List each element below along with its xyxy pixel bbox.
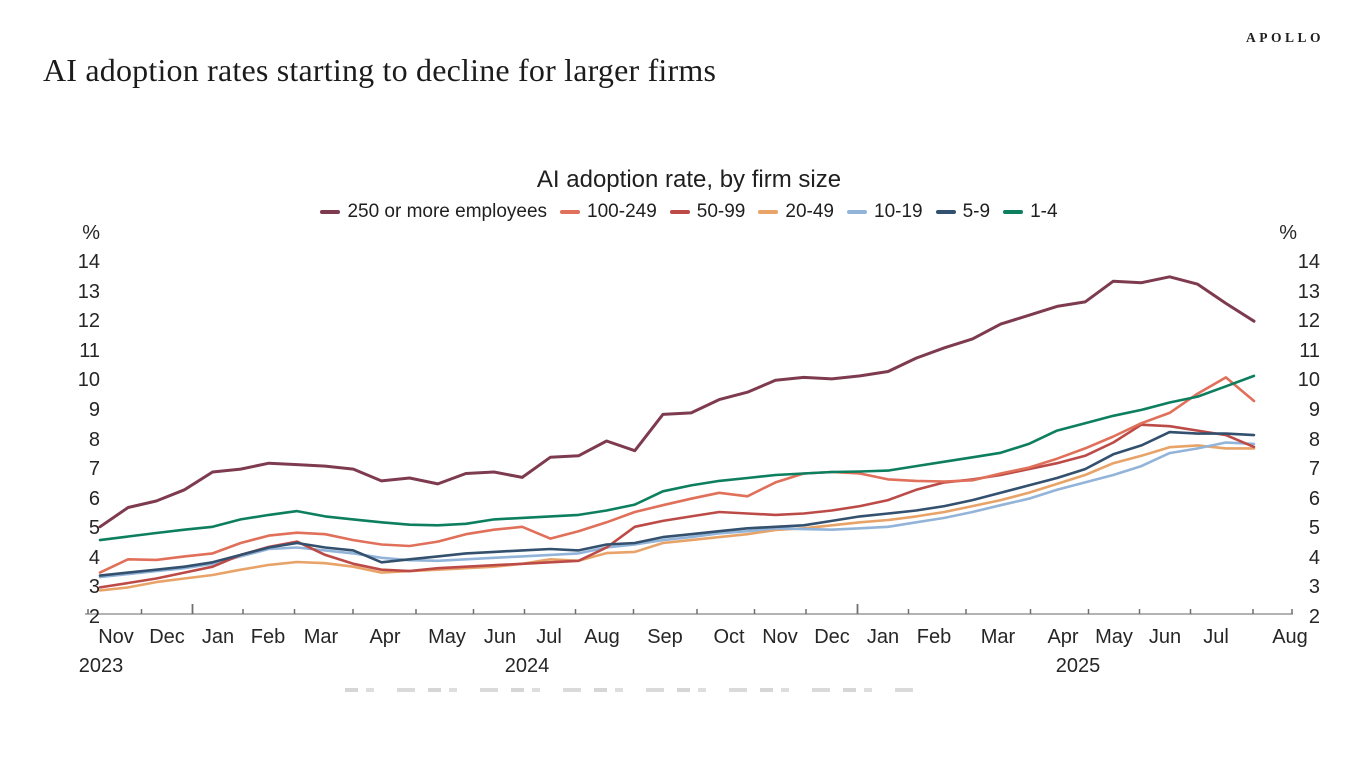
page-title: AI adoption rates starting to decline fo… [43,52,717,88]
legend-label: 10-19 [874,201,923,222]
x-month-label: Feb [916,626,952,648]
y-tick-label-left: 13 [77,280,100,303]
x-month-label: Nov [762,626,798,648]
x-month-label: Oct [713,626,745,648]
x-month-label: Jul [1203,626,1229,648]
legend-swatch [320,210,341,214]
x-month-label: Apr [369,626,401,648]
legend-swatch [1003,210,1024,214]
legend-item: 10-19 [847,201,923,223]
x-month-label: Jun [483,626,517,648]
legend-item: 250 or more employees [320,201,547,223]
series-line-10-19 [98,441,1256,579]
legend-label: 1-4 [1030,201,1058,222]
series-line-20-49 [98,444,1256,592]
y-tick-label-left: 3 [88,576,100,599]
y-tick-label-right: 7 [1308,458,1320,481]
legend-label: 20-49 [785,201,834,222]
x-month-label: Dec [149,626,185,648]
chart-title: AI adoption rate, by firm size [536,166,842,193]
x-year-label: 2025 [1055,655,1101,677]
legend-item: 1-4 [1003,201,1058,223]
y-tick-label-right: 12 [1297,310,1320,333]
legend-swatch [758,210,779,214]
series-line-250-or-more-employees [98,275,1256,529]
clipped-footnote-fragment [345,688,915,692]
y-tick-label-left: 5 [88,517,100,540]
y-tick-label-left: 14 [77,251,100,273]
y-tick-label-right: 14 [1297,251,1320,273]
legend-item: 100-249 [560,201,657,223]
legend-item: 50-99 [669,201,746,223]
legend-item: 5-9 [935,201,991,223]
y-tick-label-left: 7 [88,458,100,481]
y-tick-label-right: 8 [1308,428,1320,451]
y-tick-label-right: 6 [1308,487,1320,510]
x-month-label: May [428,626,466,648]
x-month-label: Jul [536,626,562,648]
apollo-logo: APOLLO [1245,30,1324,45]
legend-label: 100-249 [587,201,657,222]
y-tick-label-left: 6 [88,487,100,510]
x-month-label: Feb [250,626,286,648]
series-line-5-9 [98,430,1256,577]
y-tick-label-right: 13 [1297,280,1320,303]
legend-swatch [669,210,690,214]
x-year-label: 2024 [504,655,550,677]
y-tick-label-left: 10 [77,369,100,392]
x-month-label: May [1095,626,1133,648]
legend-swatch [560,210,581,214]
y-tick-label-left: 8 [88,428,100,451]
x-month-label: Jan [201,626,235,648]
legend-label: 5-9 [962,201,991,222]
y-tick-label-right: 5 [1308,517,1320,540]
legend-swatch [935,210,956,214]
legend-swatch [847,210,867,214]
y-tick-label-left: 2 [88,606,100,628]
y-tick-label-right: 4 [1308,546,1320,569]
series-line-1-4 [98,374,1256,542]
x-month-label: Sep [647,626,683,648]
legend-item: 20-49 [758,201,834,223]
y-tick-label-left: 11 [79,339,100,362]
x-month-label: Dec [814,626,850,648]
x-month-label: Nov [98,626,134,648]
y-axis-unit-right: % [1279,222,1297,244]
y-tick-label-right: 3 [1308,576,1320,599]
y-tick-label-right: 11 [1299,339,1320,362]
legend-label: 50-99 [696,201,746,222]
y-tick-label-right: 2 [1308,606,1320,628]
y-tick-label-left: 9 [88,398,100,421]
y-axis-unit-left: % [82,222,100,244]
series-line-100-249 [98,376,1256,574]
legend-label: 250 or more employees [347,201,548,222]
y-tick-label-right: 9 [1308,398,1320,421]
y-tick-label-left: 12 [77,310,100,333]
y-tick-label-left: 4 [88,546,100,569]
x-month-label: Aug [1272,626,1308,648]
x-month-label: Apr [1047,626,1079,648]
x-month-label: Jun [1148,626,1182,648]
chart-legend: 250 or more employees 100-249 50-99 20-49 10… [85,201,1293,223]
x-year-label: 2023 [78,655,124,677]
x-month-label: Mar [303,626,339,648]
x-month-label: Jan [866,626,900,648]
x-month-label: Aug [584,626,620,648]
y-tick-label-right: 10 [1297,369,1320,392]
x-month-label: Mar [980,626,1016,648]
